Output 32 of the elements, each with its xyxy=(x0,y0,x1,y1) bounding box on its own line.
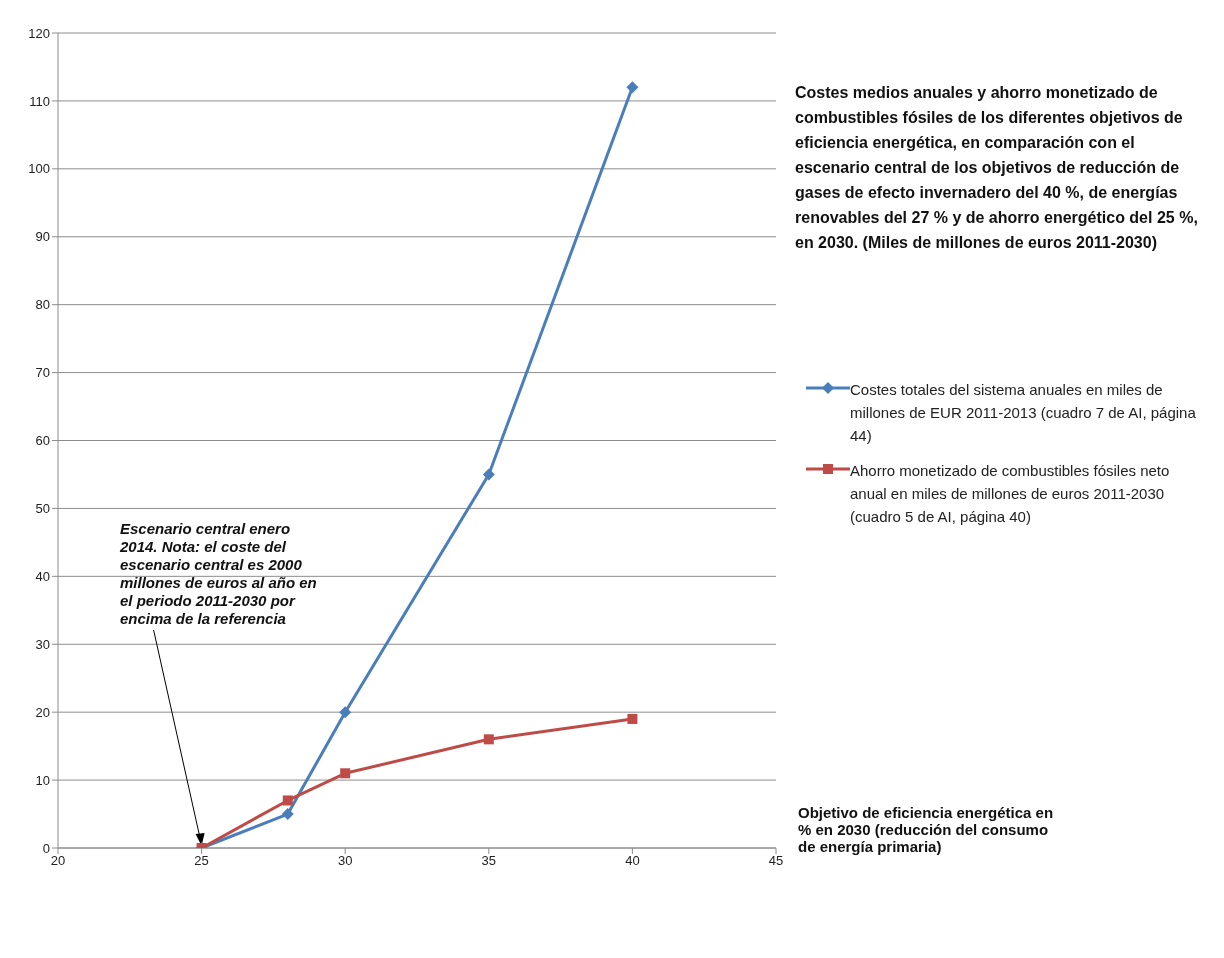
legend-label: Ahorro monetizado de combustibles fósiles neto anual en miles de millones de euros 2011-2030 (cuadro 5 de AI, página 40) xyxy=(850,461,1171,527)
y-tick-label: 100 xyxy=(28,161,50,177)
y-tick-label: 50 xyxy=(35,501,50,517)
y-tick-label: 90 xyxy=(35,229,50,245)
x-tick-label: 30 xyxy=(337,853,353,869)
point xyxy=(483,734,494,745)
point xyxy=(627,713,638,724)
x-tick-label: 20 xyxy=(50,853,66,869)
point xyxy=(482,468,495,481)
y-tick-label: 10 xyxy=(35,772,50,788)
y-tick-label: 30 xyxy=(35,636,50,652)
point xyxy=(340,768,351,779)
y-tick-label: 70 xyxy=(35,365,50,381)
annotation: Escenario central enero 2014. Nota: el coste del escenario central es 2000 millones de euros al año en el periodo 2011-2030 por encima de la referencia xyxy=(120,520,318,628)
point xyxy=(281,808,294,821)
y-tick-label: 20 xyxy=(35,704,50,720)
y-tick-label: 80 xyxy=(35,297,50,313)
y-tick-label: 0 xyxy=(42,840,50,856)
y-tick-label: 110 xyxy=(29,93,50,109)
point xyxy=(339,706,352,719)
x-axis-title: Objetivo de eficiencia energética en % en 2030 (reducción del consumo de energía primaria) xyxy=(798,804,1055,855)
point xyxy=(626,81,639,94)
x-tick-label: 40 xyxy=(625,853,640,869)
y-tick-label: 60 xyxy=(35,433,50,449)
point xyxy=(282,795,293,806)
x-tick-label: 25 xyxy=(194,853,209,869)
text: Costes medios anuales y ahorro monetizado de combustibles fósiles de los diferentes objetivos de eficiencia energética, en comparación con el escenario central de los objetivos de reducción de gases de efecto invernadero del 40 %, de energías renovables del 27 % y de ahorro energético del 25 %, en 2030. (Miles de millones de euros 2011-2030) xyxy=(795,83,1199,253)
legend-label: Costes totales del sistema anuales en miles de millones de EUR 2011-2013 (cuadro 7 de AI, página 44) xyxy=(850,380,1196,446)
y-tick-label: 120 xyxy=(28,25,50,41)
y-tick-label: 40 xyxy=(35,568,50,584)
x-tick-label: 45 xyxy=(768,853,784,869)
x-tick-label: 35 xyxy=(481,853,497,869)
